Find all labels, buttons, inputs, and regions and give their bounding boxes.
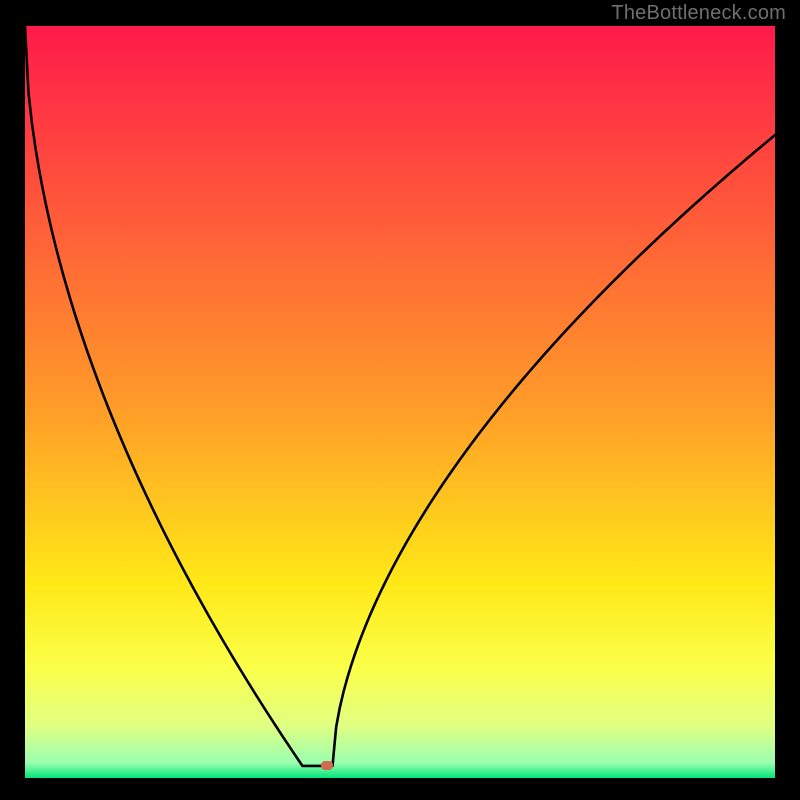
watermark-text: TheBottleneck.com [611,2,786,25]
minimum-marker [321,761,333,770]
bottleneck-curve [0,0,800,800]
chart-frame: TheBottleneck.com [0,0,800,800]
